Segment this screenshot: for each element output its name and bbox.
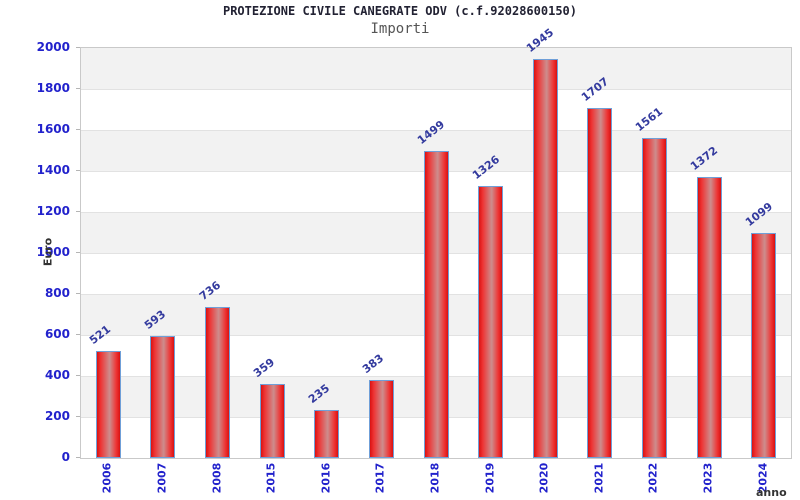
y-tick-mark	[76, 416, 80, 417]
bar-2008	[205, 307, 231, 458]
bar-2024	[751, 232, 777, 458]
x-tick-label: 2015	[264, 462, 278, 494]
bar-2006	[95, 351, 121, 458]
plot-band	[81, 89, 791, 130]
y-tick-label: 2000	[36, 40, 70, 54]
x-tick-label: 2023	[701, 462, 715, 494]
y-tick-mark	[76, 88, 80, 89]
plot-area: 521 593 736 359 235 383 1499 1326 1945 1707 1561 13…	[80, 26, 792, 459]
y-tick-label: 800	[44, 286, 70, 300]
x-axis-title: anno	[756, 486, 787, 499]
y-tick-label: 200	[44, 409, 70, 423]
x-tick-label: 2008	[210, 462, 224, 494]
x-tick-label: 2020	[537, 462, 551, 494]
bar-2017	[368, 379, 394, 458]
bar-2022	[641, 138, 667, 458]
y-tick-label: 0	[61, 450, 70, 464]
bar-2016	[314, 409, 340, 458]
y-axis-title: Euro	[41, 237, 55, 267]
x-tick-label: 2017	[373, 462, 387, 494]
y-tick-mark	[76, 457, 80, 458]
y-tick-label: 600	[44, 327, 70, 341]
x-tick-label: 2006	[100, 462, 114, 494]
x-tick-label: 2019	[483, 462, 497, 494]
y-tick-mark	[76, 334, 80, 335]
x-tick-label: 2021	[592, 462, 606, 494]
y-tick-label: 1400	[36, 163, 70, 177]
x-tick-label: 2018	[428, 462, 442, 494]
bar-2021	[587, 108, 613, 458]
y-tick-mark	[76, 293, 80, 294]
y-tick-mark	[76, 252, 80, 253]
y-tick-label: 1000	[36, 245, 70, 259]
bar-2007	[150, 336, 176, 458]
plot-band	[81, 48, 791, 89]
gridline	[81, 130, 791, 131]
y-tick-label: 1600	[36, 122, 70, 136]
gridline	[81, 89, 791, 90]
x-tick-label: 2022	[646, 462, 660, 494]
y-tick-label: 400	[44, 368, 70, 382]
bar-2019	[478, 186, 504, 458]
y-tick-mark	[76, 47, 80, 48]
bar-2020	[532, 59, 558, 458]
y-tick-mark	[76, 170, 80, 171]
bar-2015	[259, 384, 285, 458]
bar-2023	[696, 176, 722, 458]
chart-title: PROTEZIONE CIVILE CANEGRATE ODV (c.f.920…	[222, 4, 577, 18]
x-tick-label: 2016	[319, 462, 333, 494]
y-tick-mark	[76, 129, 80, 130]
x-tick-label: 2007	[155, 462, 169, 494]
y-tick-label: 1200	[36, 204, 70, 218]
chart-subtitle: Importi	[370, 21, 430, 37]
y-tick-label: 1800	[36, 81, 70, 95]
bar-2018	[423, 150, 449, 458]
y-tick-mark	[76, 375, 80, 376]
y-tick-mark	[76, 211, 80, 212]
